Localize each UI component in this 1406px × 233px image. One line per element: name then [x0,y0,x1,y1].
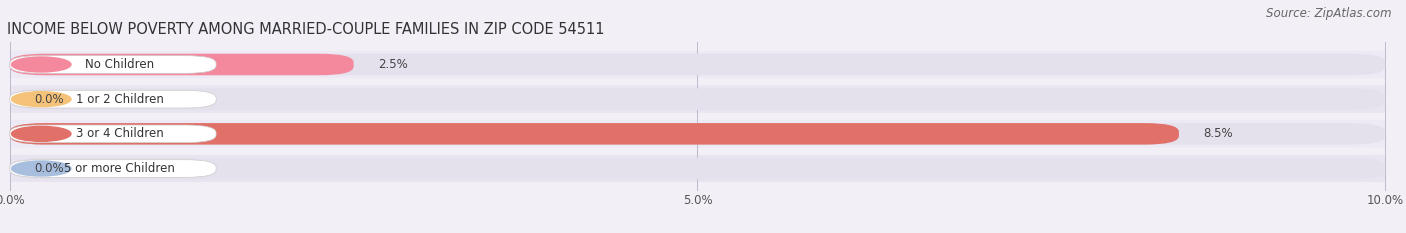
FancyBboxPatch shape [10,51,1385,78]
Text: 5 or more Children: 5 or more Children [65,162,176,175]
FancyBboxPatch shape [10,56,217,73]
Text: 2.5%: 2.5% [378,58,408,71]
Text: No Children: No Children [86,58,155,71]
FancyBboxPatch shape [10,158,1385,179]
Circle shape [11,126,70,141]
Circle shape [11,161,70,176]
Circle shape [11,57,70,72]
Text: 0.0%: 0.0% [35,162,65,175]
FancyBboxPatch shape [10,90,217,108]
FancyBboxPatch shape [10,54,1385,75]
FancyBboxPatch shape [10,123,1178,145]
Text: 3 or 4 Children: 3 or 4 Children [76,127,163,140]
FancyBboxPatch shape [10,88,1385,110]
FancyBboxPatch shape [10,125,217,143]
Text: 8.5%: 8.5% [1204,127,1233,140]
FancyBboxPatch shape [10,123,1385,145]
FancyBboxPatch shape [10,155,1385,182]
FancyBboxPatch shape [10,54,354,75]
FancyBboxPatch shape [10,120,1385,147]
Text: 1 or 2 Children: 1 or 2 Children [76,93,163,106]
Text: Source: ZipAtlas.com: Source: ZipAtlas.com [1267,7,1392,20]
FancyBboxPatch shape [10,86,1385,113]
Text: INCOME BELOW POVERTY AMONG MARRIED-COUPLE FAMILIES IN ZIP CODE 54511: INCOME BELOW POVERTY AMONG MARRIED-COUPL… [7,22,605,37]
Text: 0.0%: 0.0% [35,93,65,106]
Circle shape [11,92,70,107]
FancyBboxPatch shape [10,160,217,177]
